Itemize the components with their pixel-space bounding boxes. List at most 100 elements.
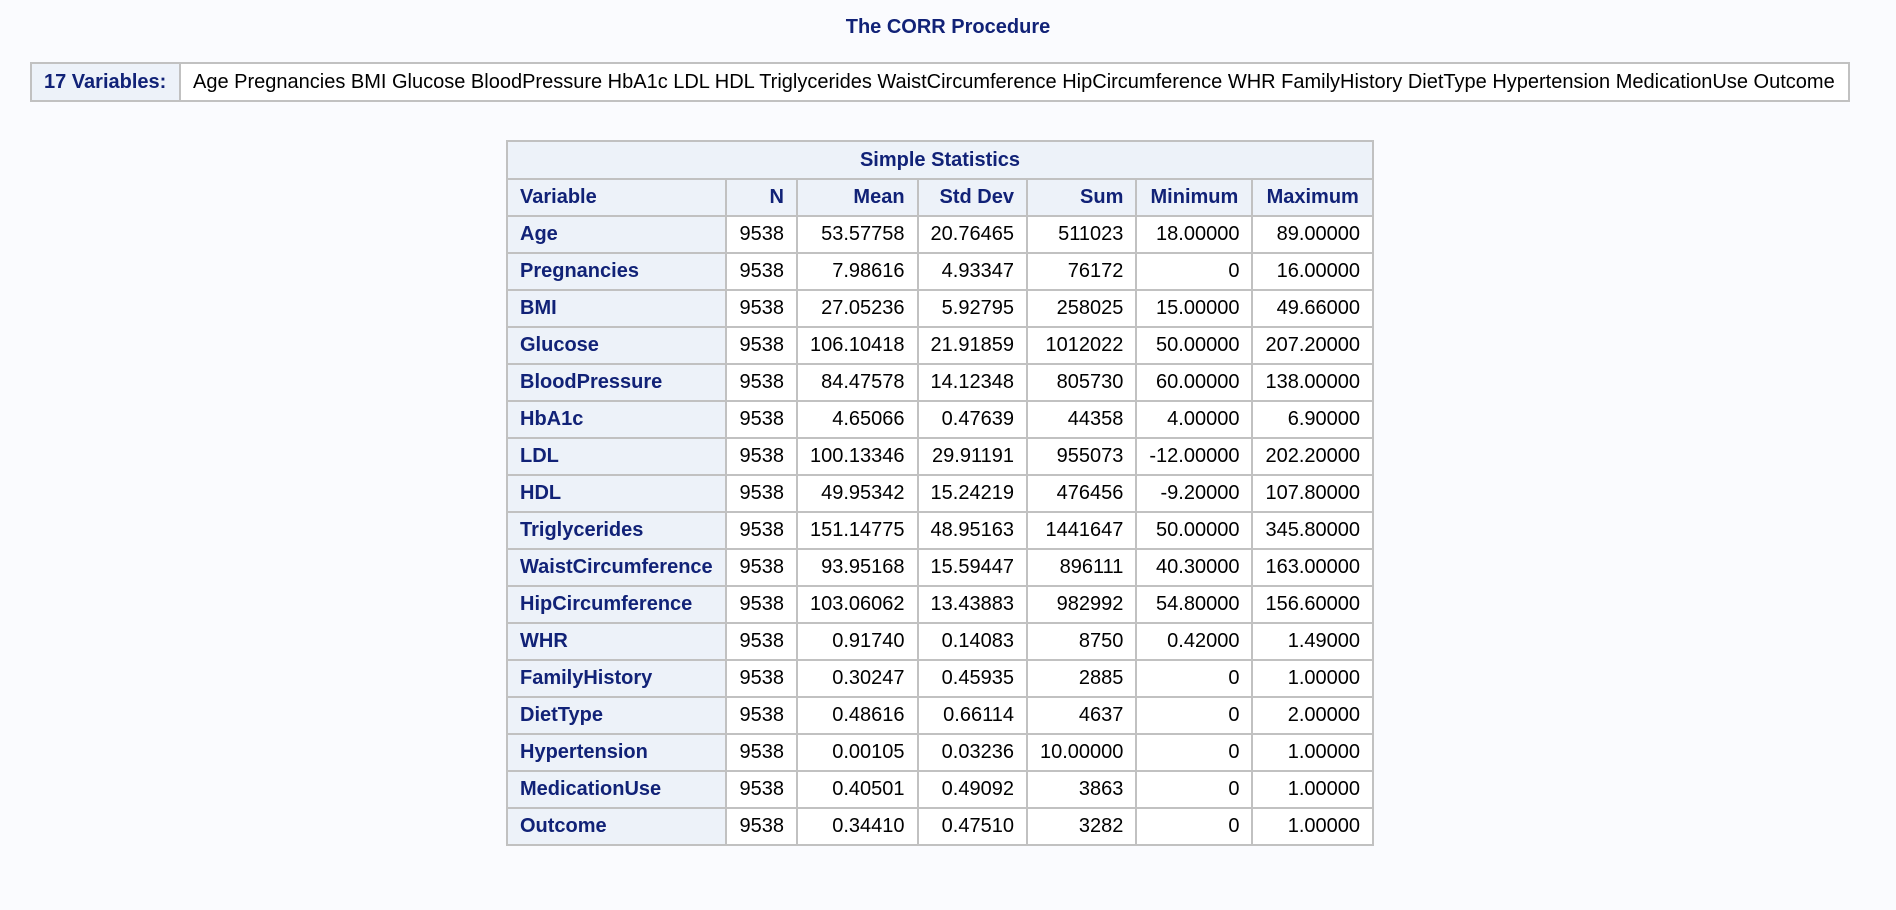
cell-maximum: 2.00000 (1251, 696, 1374, 735)
table-row: HipCircumference 9538 103.06062 13.43883 982… (505, 585, 1374, 624)
cell-maximum: 1.00000 (1251, 659, 1374, 698)
table-row: WaistCircumference 9538 93.95168 15.59447 89… (505, 548, 1374, 587)
cell-sum: 44358 (1025, 400, 1138, 439)
cell-mean: 84.47578 (795, 363, 919, 402)
cell-maximum: 49.66000 (1251, 289, 1374, 328)
table-row: WHR 9538 0.91740 0.14083 8750 0.42000 1.49000 (505, 622, 1374, 661)
cell-minimum: 0.42000 (1135, 622, 1254, 661)
table-row: DietType 9538 0.48616 0.66114 4637 0 2.00000 (505, 696, 1374, 735)
column-header-n: N (725, 178, 798, 217)
cell-sum: 1012022 (1025, 326, 1138, 365)
cell-mean: 0.34410 (795, 807, 919, 846)
variables-info-table: 17 Variables: Age Pregnancies BMI Glucos… (30, 62, 1850, 102)
cell-n: 9538 (725, 770, 798, 809)
cell-sum: 3282 (1025, 807, 1138, 846)
cell-mean: 49.95342 (795, 474, 919, 513)
table-caption: Simple Statistics (506, 140, 1374, 180)
cell-n: 9538 (725, 585, 798, 624)
statistics-body: Age 9538 53.57758 20.76465 511023 18.00000 89.… (505, 215, 1374, 846)
cell-sum: 8750 (1025, 622, 1138, 661)
cell-maximum: 1.49000 (1251, 622, 1374, 661)
cell-n: 9538 (725, 622, 798, 661)
row-variable-name: LDL (505, 437, 728, 476)
cell-sum: 511023 (1025, 215, 1138, 254)
cell-maximum: 202.20000 (1251, 437, 1374, 476)
cell-n: 9538 (725, 252, 798, 291)
table-row: LDL 9538 100.13346 29.91191 955073 -12.00000 2… (505, 437, 1374, 476)
table-row: Age 9538 53.57758 20.76465 511023 18.00000 89.… (505, 215, 1374, 254)
cell-sum: 896111 (1025, 548, 1138, 587)
cell-std-dev: 0.03236 (916, 733, 1028, 772)
column-header-sum: Sum (1025, 178, 1138, 217)
cell-n: 9538 (725, 326, 798, 365)
row-variable-name: BMI (505, 289, 728, 328)
cell-std-dev: 0.47510 (916, 807, 1028, 846)
cell-mean: 7.98616 (795, 252, 919, 291)
cell-sum: 476456 (1025, 474, 1138, 513)
cell-mean: 0.40501 (795, 770, 919, 809)
row-variable-name: HbA1c (505, 400, 728, 439)
row-variable-name: FamilyHistory (505, 659, 728, 698)
cell-std-dev: 15.59447 (916, 548, 1028, 587)
cell-sum: 2885 (1025, 659, 1138, 698)
cell-minimum: 60.00000 (1135, 363, 1254, 402)
cell-n: 9538 (725, 400, 798, 439)
cell-maximum: 1.00000 (1251, 733, 1374, 772)
variables-count-label: 17 Variables: (30, 62, 181, 102)
cell-sum: 982992 (1025, 585, 1138, 624)
row-variable-name: Hypertension (505, 733, 728, 772)
cell-n: 9538 (725, 548, 798, 587)
table-row: HDL 9538 49.95342 15.24219 476456 -9.20000 107… (505, 474, 1374, 513)
cell-std-dev: 4.93347 (916, 252, 1028, 291)
cell-minimum: 0 (1135, 659, 1254, 698)
table-row: FamilyHistory 9538 0.30247 0.45935 2885 0 1.00… (505, 659, 1374, 698)
cell-maximum: 6.90000 (1251, 400, 1374, 439)
column-header-row: Variable N Mean Std Dev Sum Minimum Maxi… (505, 178, 1374, 217)
table-caption-row: Simple Statistics (506, 140, 1374, 180)
cell-minimum: 50.00000 (1135, 326, 1254, 365)
cell-std-dev: 0.47639 (916, 400, 1028, 439)
cell-std-dev: 0.14083 (916, 622, 1028, 661)
variables-list: Age Pregnancies BMI Glucose BloodPressur… (179, 62, 1850, 102)
cell-sum: 4637 (1025, 696, 1138, 735)
cell-maximum: 89.00000 (1251, 215, 1374, 254)
table-row: Glucose 9538 106.10418 21.91859 1012022 50.00… (505, 326, 1374, 365)
cell-minimum: 0 (1135, 252, 1254, 291)
cell-n: 9538 (725, 437, 798, 476)
table-row: Triglycerides 9538 151.14775 48.95163 144164… (505, 511, 1374, 550)
cell-n: 9538 (725, 807, 798, 846)
cell-mean: 93.95168 (795, 548, 919, 587)
column-header-std-dev: Std Dev (916, 178, 1028, 217)
row-variable-name: MedicationUse (505, 770, 728, 809)
row-variable-name: WHR (505, 622, 728, 661)
cell-std-dev: 0.49092 (916, 770, 1028, 809)
cell-maximum: 1.00000 (1251, 770, 1374, 809)
table-row: Outcome 9538 0.34410 0.47510 3282 0 1.00000 (505, 807, 1374, 846)
cell-minimum: -9.20000 (1135, 474, 1254, 513)
cell-minimum: 18.00000 (1135, 215, 1254, 254)
row-variable-name: HDL (505, 474, 728, 513)
cell-mean: 0.48616 (795, 696, 919, 735)
cell-minimum: 0 (1135, 696, 1254, 735)
column-header-maximum: Maximum (1251, 178, 1374, 217)
table-row: HbA1c 9538 4.65066 0.47639 44358 4.00000 6.900… (505, 400, 1374, 439)
cell-sum: 3863 (1025, 770, 1138, 809)
row-variable-name: DietType (505, 696, 728, 735)
cell-minimum: 15.00000 (1135, 289, 1254, 328)
table-row: Hypertension 9538 0.00105 0.03236 10.00000 0 1… (505, 733, 1374, 772)
procedure-title: The CORR Procedure (845, 16, 1051, 38)
table-row: BMI 9538 27.05236 5.92795 258025 15.00000 49.6… (505, 289, 1374, 328)
cell-mean: 151.14775 (795, 511, 919, 550)
row-variable-name: WaistCircumference (505, 548, 728, 587)
cell-n: 9538 (725, 733, 798, 772)
cell-std-dev: 15.24219 (916, 474, 1028, 513)
column-header-mean: Mean (795, 178, 919, 217)
cell-std-dev: 21.91859 (916, 326, 1028, 365)
cell-maximum: 16.00000 (1251, 252, 1374, 291)
column-header-minimum: Minimum (1135, 178, 1254, 217)
cell-n: 9538 (725, 511, 798, 550)
cell-n: 9538 (725, 289, 798, 328)
row-variable-name: Age (505, 215, 728, 254)
table-row: Pregnancies 9538 7.98616 4.93347 76172 0 16.00… (505, 252, 1374, 291)
cell-sum: 10.00000 (1025, 733, 1138, 772)
